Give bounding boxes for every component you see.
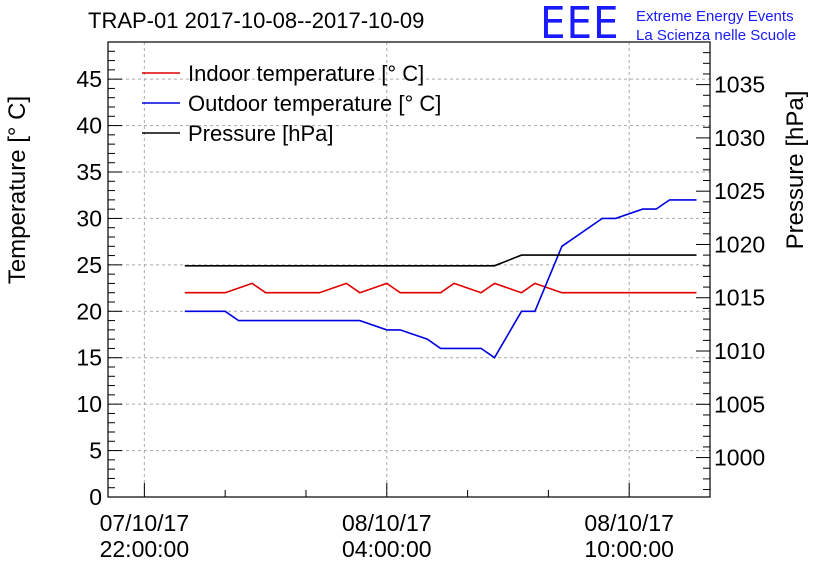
y2-tick-label: 1020 <box>714 231 765 257</box>
logo-line-2: La Scienza nelle Scuole <box>636 27 797 44</box>
y-tick-label: 25 <box>76 252 102 278</box>
legend-label-2: Pressure [hPa] <box>188 121 334 146</box>
y-tick-label: 0 <box>89 484 102 510</box>
series-line-2 <box>184 254 697 267</box>
y-tick-label: 45 <box>76 66 102 92</box>
x-tick-label-time: 22:00:00 <box>100 536 190 562</box>
eee-logo: EEE Extreme Energy Events La Scienza nel… <box>540 0 830 49</box>
y-tick-label: 5 <box>89 438 102 464</box>
y-axis-title-right: Pressure [hPa] <box>782 90 809 250</box>
x-tick-label-time: 04:00:00 <box>342 536 432 562</box>
legend-label-0: Indoor temperature [° C] <box>188 61 424 86</box>
series-line-0 <box>184 282 697 294</box>
y-tick-label: 30 <box>76 205 102 231</box>
y-tick-label: 10 <box>76 391 102 417</box>
y-axis-title-left: Temperature [° C] <box>4 95 31 285</box>
y-tick-label: 15 <box>76 345 102 371</box>
y2-tick-label: 1035 <box>714 72 765 98</box>
y2-tick-label: 1030 <box>714 125 765 151</box>
y2-tick-label: 1025 <box>714 178 765 204</box>
legend-label-1: Outdoor temperature [° C] <box>188 91 441 116</box>
series-line-1 <box>184 199 697 359</box>
x-tick-label-date: 08/10/17 <box>342 510 432 536</box>
logo-line-1: Extreme Energy Events <box>636 8 794 25</box>
x-tick-label-date: 07/10/17 <box>100 510 190 536</box>
y-tick-label: 40 <box>76 113 102 139</box>
y2-tick-label: 1000 <box>714 445 765 471</box>
y2-tick-label: 1015 <box>714 285 765 311</box>
x-tick-label-date: 08/10/17 <box>584 510 674 536</box>
y-tick-label: 20 <box>76 298 102 324</box>
chart-title: TRAP-01 2017-10-08--2017-10-09 <box>88 8 425 33</box>
y2-tick-label: 1010 <box>714 338 765 364</box>
y2-tick-label: 1005 <box>714 391 765 417</box>
x-tick-label-time: 10:00:00 <box>584 536 674 562</box>
plot-frame <box>107 41 711 498</box>
logo-mark: EEE <box>540 0 620 49</box>
y-tick-label: 35 <box>76 159 102 185</box>
